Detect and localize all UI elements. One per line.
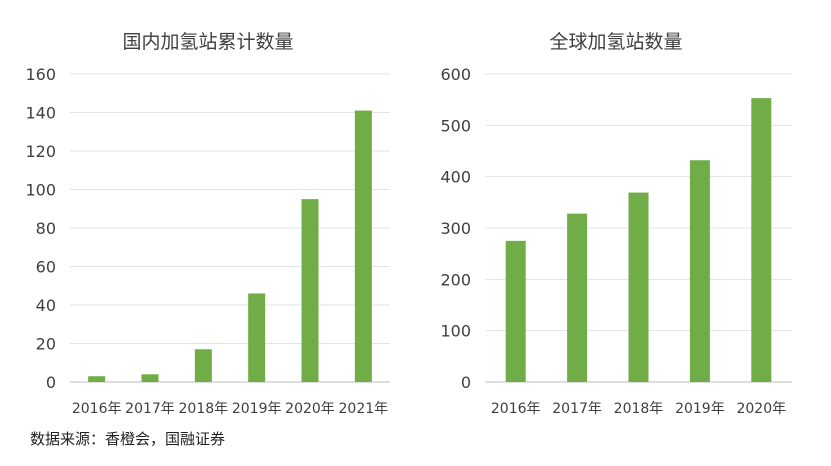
domestic-y-tick-label: 20 — [36, 335, 56, 354]
domestic-y-tick-label: 0 — [46, 373, 56, 392]
global-chart-title: 全球加氢站数量 — [549, 31, 682, 53]
global-y-tick-label: 300 — [440, 219, 471, 238]
domestic-y-tick-label: 120 — [25, 142, 56, 161]
global-x-tick-label: 2016年 — [491, 401, 541, 417]
source-note: 数据来源：香橙会，国融证券 — [30, 430, 226, 448]
domestic-bar-2017年 — [141, 374, 159, 382]
domestic-chart-title: 国内加氢站累计数量 — [122, 31, 293, 53]
domestic-y-tick-label: 40 — [36, 296, 56, 315]
global-y-tick-label: 200 — [440, 270, 471, 289]
domestic-x-tick-label: 2021年 — [339, 401, 389, 417]
global-y-tick-label: 400 — [440, 168, 471, 187]
global-y-tick-label: 600 — [440, 65, 471, 84]
global-x-tick-label: 2018年 — [614, 401, 664, 417]
domestic-bar-2016年 — [88, 376, 106, 382]
global-bar-2017年 — [567, 213, 588, 382]
domestic-y-tick-label: 60 — [36, 258, 56, 277]
domestic-x-tick-label: 2019年 — [232, 401, 282, 417]
global-y-tick-label: 0 — [461, 373, 471, 392]
domestic-bar-2018年 — [194, 349, 212, 382]
domestic-y-tick-label: 160 — [25, 65, 56, 84]
domestic-y-tick-label: 80 — [36, 219, 56, 238]
domestic-y-tick-label: 100 — [25, 181, 56, 200]
global-x-tick-label: 2019年 — [675, 401, 725, 417]
global-bar-2020年 — [751, 98, 772, 383]
domestic-x-tick-label: 2016年 — [72, 401, 122, 417]
global-y-tick-label: 100 — [440, 322, 471, 341]
domestic-x-tick-label: 2020年 — [285, 401, 335, 417]
domestic-y-tick-label: 140 — [25, 104, 56, 123]
domestic-x-tick-label: 2018年 — [179, 401, 229, 417]
global-bar-2019年 — [689, 160, 710, 382]
domestic-bar-2020年 — [301, 199, 319, 382]
global-x-tick-label: 2020年 — [736, 401, 786, 417]
global-y-tick-label: 500 — [440, 116, 471, 135]
global-bar-2018年 — [628, 192, 649, 382]
global-x-tick-label: 2017年 — [552, 401, 602, 417]
global-bar-2016年 — [505, 240, 526, 382]
domestic-bar-2021年 — [354, 110, 372, 382]
domestic-bar-2019年 — [248, 293, 266, 382]
domestic-x-tick-label: 2017年 — [125, 401, 175, 417]
